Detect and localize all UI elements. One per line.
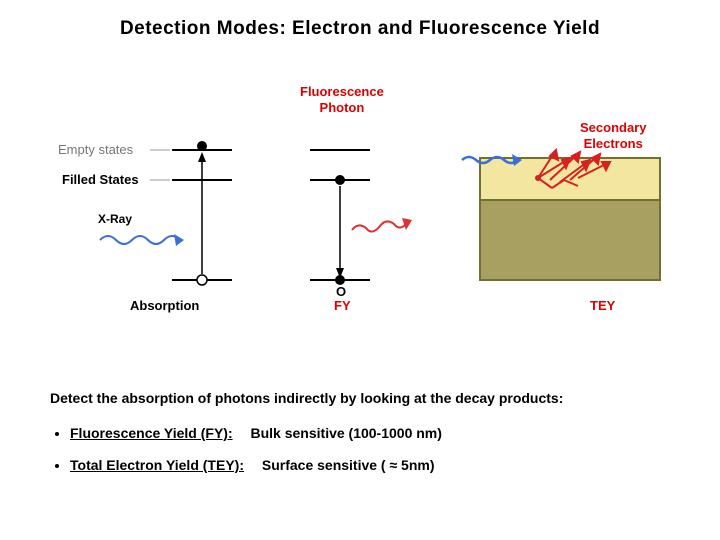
bullet-list: Fluorescence Yield (FY): Bulk sensitive …	[50, 425, 442, 489]
bullet-tey: Total Electron Yield (TEY): Surface sens…	[70, 457, 442, 473]
tey-diagram	[460, 80, 690, 320]
bullet-fy-desc: Bulk sensitive (100-1000 nm)	[251, 425, 442, 441]
bullet-tey-desc: Surface sensitive ( ≈ 5nm)	[262, 457, 435, 473]
intro-text: Detect the absorption of photons indirec…	[50, 390, 563, 406]
bullet-tey-name: Total Electron Yield (TEY):	[70, 457, 244, 473]
diagram-area: Empty states Filled States X-Ray Absorpt…	[0, 80, 720, 330]
svg-text:O: O	[336, 284, 346, 299]
page-title: Detection Modes: Electron and Fluorescen…	[0, 18, 720, 40]
bullet-fy: Fluorescence Yield (FY): Bulk sensitive …	[70, 425, 442, 441]
bullet-fy-name: Fluorescence Yield (FY):	[70, 425, 233, 441]
fy-diagram: O	[260, 80, 460, 320]
absorption-diagram	[0, 80, 260, 320]
